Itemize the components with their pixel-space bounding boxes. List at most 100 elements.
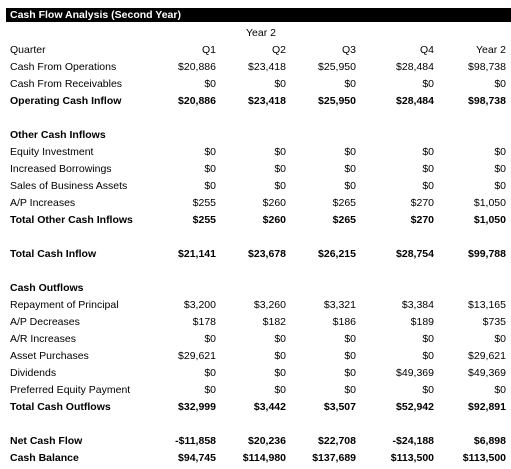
cell-q1: $0 xyxy=(204,333,216,345)
cell-q4: $113,500 xyxy=(390,452,434,464)
cell-q1: -$11,858 xyxy=(175,435,216,447)
cell-q3: $0 xyxy=(344,384,356,396)
cell-q3: $0 xyxy=(344,180,356,192)
table-row xyxy=(0,110,511,127)
cell-year-total: $0 xyxy=(494,333,506,345)
table-row: Preferred Equity Payment $0 $0 $0 $0 $0 xyxy=(0,382,511,399)
cell-q4: $3,384 xyxy=(401,299,434,311)
cell-q4: $28,754 xyxy=(396,248,434,260)
row-label: A/R Increases xyxy=(10,333,76,345)
cell-q1: $0 xyxy=(204,78,216,90)
cell-q1: $20,886 xyxy=(178,61,216,73)
cell-q3: $25,950 xyxy=(318,61,356,73)
column-header-q3: Q3 xyxy=(341,44,356,56)
sheet-title: Cash Flow Analysis (Second Year) xyxy=(6,8,511,22)
row-label: Asset Purchases xyxy=(10,350,89,362)
cell-year-total: $98,738 xyxy=(468,95,506,107)
cell-q1: $255 xyxy=(192,214,216,226)
cell-q3: $26,215 xyxy=(318,248,356,260)
cell-year-total: $49,369 xyxy=(468,367,506,379)
row-label: Cash From Operations xyxy=(10,61,117,73)
cell-q2: $0 xyxy=(274,78,286,90)
table-row xyxy=(0,229,511,246)
cell-year-total: $0 xyxy=(494,384,506,396)
cell-q1: $29,621 xyxy=(178,350,216,362)
column-header-q1: Q1 xyxy=(201,44,216,56)
row-label: Dividends xyxy=(10,367,57,379)
cell-q1: $32,999 xyxy=(178,401,216,413)
cell-year-total: $6,898 xyxy=(473,435,506,447)
cell-q4: $49,369 xyxy=(396,367,434,379)
row-label: Total Cash Inflow xyxy=(10,248,97,260)
table-row: Equity Investment $0 $0 $0 $0 $0 xyxy=(0,144,511,161)
cell-q2: $0 xyxy=(274,180,286,192)
cell-year-total: $0 xyxy=(494,78,506,90)
year-header: Year 2 xyxy=(246,27,276,39)
cell-q4: $52,942 xyxy=(396,401,434,413)
column-header-q2: Q2 xyxy=(271,44,286,56)
cell-q2: $0 xyxy=(274,163,286,175)
cell-q2: $0 xyxy=(274,333,286,345)
row-label: Operating Cash Inflow xyxy=(10,95,122,107)
table-row: A/P Decreases $178 $182 $186 $189 $735 xyxy=(0,314,511,331)
cell-q2: $0 xyxy=(274,367,286,379)
cell-year-total: $99,788 xyxy=(468,248,506,260)
cell-year-total: $29,621 xyxy=(468,350,506,362)
cell-q1: $255 xyxy=(192,197,216,209)
row-label: Equity Investment xyxy=(10,146,94,158)
cell-year-total: $0 xyxy=(494,163,506,175)
table-row: Cash From Operations $20,886 $23,418 $25,95… xyxy=(0,59,511,76)
row-label: Cash Balance xyxy=(10,452,79,464)
cell-q2: $23,418 xyxy=(248,95,286,107)
cell-year-total: $92,891 xyxy=(468,401,506,413)
cell-q3: $3,321 xyxy=(323,299,356,311)
cell-q2: $0 xyxy=(274,146,286,158)
table-row: Repayment of Principal $3,200 $3,260 $3,321… xyxy=(0,297,511,314)
cell-year-total: $735 xyxy=(482,316,506,328)
cell-q1: $3,200 xyxy=(183,299,216,311)
cell-q2: $114,980 xyxy=(242,452,286,464)
cell-q3: $3,507 xyxy=(323,401,356,413)
cell-q1: $20,886 xyxy=(178,95,216,107)
cell-q1: $0 xyxy=(204,384,216,396)
cell-q4: $28,484 xyxy=(396,95,434,107)
cell-q3: $22,708 xyxy=(318,435,356,447)
cell-q3: $0 xyxy=(344,78,356,90)
row-label: Cash From Receivables xyxy=(10,78,123,90)
cell-q4: -$24,188 xyxy=(392,435,434,447)
cell-q4: $0 xyxy=(422,333,434,345)
cell-q3: $25,950 xyxy=(318,95,356,107)
cell-q2: $20,236 xyxy=(248,435,286,447)
cell-q4: $0 xyxy=(422,163,434,175)
cell-year-total: $1,050 xyxy=(473,197,506,209)
row-label: Net Cash Flow xyxy=(10,435,83,447)
cell-q1: $0 xyxy=(204,146,216,158)
cell-q3: $0 xyxy=(344,163,356,175)
cell-year-total: $0 xyxy=(494,146,506,158)
cell-q4: $270 xyxy=(410,214,434,226)
column-header-year: Year 2 xyxy=(476,44,506,56)
table-row: Operating Cash Inflow $20,886 $23,418 $25,9… xyxy=(0,93,511,110)
column-header-quarter: Quarter xyxy=(10,44,46,56)
cell-q4: $0 xyxy=(422,350,434,362)
cell-q2: $0 xyxy=(274,350,286,362)
cell-q4: $270 xyxy=(410,197,434,209)
table-row: Sales of Business Assets $0 $0 $0 $0 $0 xyxy=(0,178,511,195)
cell-q2: $23,418 xyxy=(248,61,286,73)
table-row: A/P Increases $255 $260 $265 $270 $1,050 xyxy=(0,195,511,212)
cell-q1: $0 xyxy=(204,367,216,379)
row-label: Sales of Business Assets xyxy=(10,180,128,192)
table-row: Net Cash Flow -$11,858 $20,236 $22,708 -$24,… xyxy=(0,433,511,450)
table-row: Dividends $0 $0 $0 $49,369 $49,369 xyxy=(0,365,511,382)
row-label: Other Cash Inflows xyxy=(10,129,106,141)
cell-q3: $0 xyxy=(344,367,356,379)
cell-q3: $0 xyxy=(344,146,356,158)
cell-year-total: $1,050 xyxy=(473,214,506,226)
cell-q1: $0 xyxy=(204,163,216,175)
cell-q2: $0 xyxy=(274,384,286,396)
column-header-row: Quarter Q1 Q2 Q3 Q4 Year 2 xyxy=(0,42,511,59)
column-header-q4: Q4 xyxy=(419,44,434,56)
table-row: A/R Increases $0 $0 $0 $0 $0 xyxy=(0,331,511,348)
table-row: Other Cash Inflows xyxy=(0,127,511,144)
